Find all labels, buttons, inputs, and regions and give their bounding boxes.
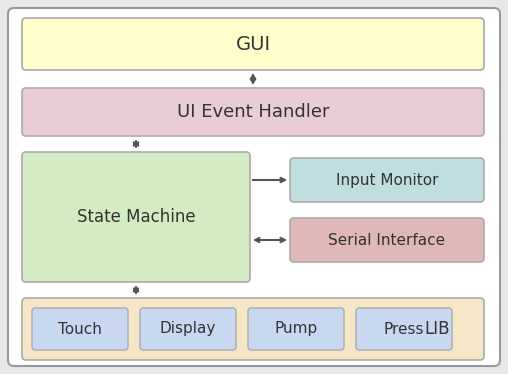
Text: Pump: Pump (274, 322, 318, 337)
Text: UI Event Handler: UI Event Handler (177, 103, 329, 121)
FancyBboxPatch shape (32, 308, 128, 350)
Text: Serial Interface: Serial Interface (329, 233, 446, 248)
Text: GUI: GUI (235, 34, 271, 53)
Text: Display: Display (160, 322, 216, 337)
FancyBboxPatch shape (248, 308, 344, 350)
FancyBboxPatch shape (290, 158, 484, 202)
Text: Touch: Touch (58, 322, 102, 337)
FancyBboxPatch shape (140, 308, 236, 350)
FancyBboxPatch shape (22, 152, 250, 282)
FancyBboxPatch shape (22, 88, 484, 136)
Text: State Machine: State Machine (77, 208, 195, 226)
FancyBboxPatch shape (22, 18, 484, 70)
FancyBboxPatch shape (290, 218, 484, 262)
FancyBboxPatch shape (8, 8, 500, 366)
Text: Press: Press (384, 322, 424, 337)
Text: LIB: LIB (425, 320, 450, 338)
Text: Input Monitor: Input Monitor (336, 172, 438, 187)
FancyBboxPatch shape (22, 298, 484, 360)
FancyBboxPatch shape (356, 308, 452, 350)
